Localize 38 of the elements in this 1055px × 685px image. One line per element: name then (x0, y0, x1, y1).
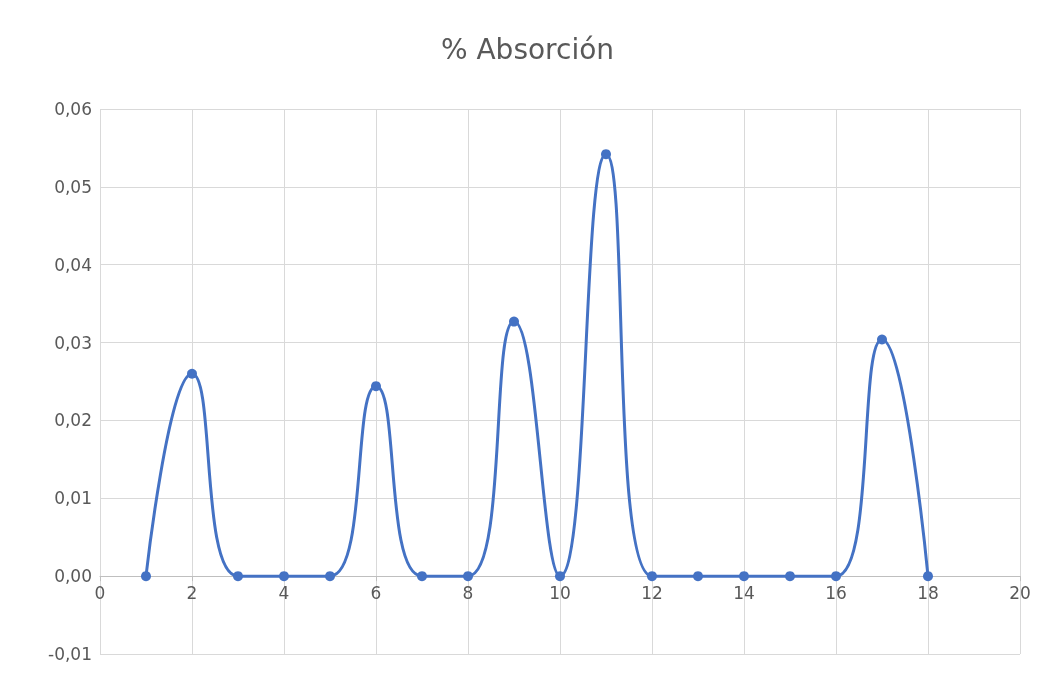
point (417, 571, 427, 582)
x-tick-label: 8 (462, 582, 474, 603)
y-tick-label: 0,05 (54, 176, 92, 197)
point (877, 334, 887, 345)
y-tick-label: 0,04 (54, 254, 92, 275)
point (693, 571, 703, 582)
x-tick-label: 6 (370, 582, 382, 603)
x-tick-label: 14 (733, 582, 755, 603)
y-tick-label: 0,02 (54, 410, 92, 431)
point (325, 571, 335, 582)
point (141, 571, 151, 582)
point (601, 149, 611, 160)
point (509, 316, 519, 327)
y-tick-label: 0,06 (54, 99, 92, 119)
y-tick-label: 0,03 (54, 332, 92, 353)
x-tick-label: 2 (186, 582, 198, 603)
point (187, 368, 197, 379)
point (279, 571, 289, 582)
point (739, 571, 749, 582)
point (233, 571, 243, 582)
point (371, 381, 381, 392)
x-tick-label: 16 (825, 582, 847, 603)
point (785, 571, 795, 582)
chart-title: % Absorción (440, 32, 615, 66)
y-tick-label: -0,01 (48, 644, 92, 664)
point (463, 571, 473, 582)
point (647, 571, 657, 582)
point (923, 571, 933, 582)
x-tick-label: 10 (549, 582, 571, 603)
point (555, 571, 565, 582)
x-tick-label: 20 (1009, 582, 1031, 603)
x-tick-label: 4 (278, 582, 290, 603)
x-tick-label: 12 (641, 582, 663, 603)
point (831, 571, 841, 582)
y-tick-label: 0,01 (54, 488, 92, 509)
x-tick-label: 0 (94, 582, 106, 603)
y-tick-label: 0,00 (54, 566, 92, 587)
x-tick-label: 18 (917, 582, 939, 603)
